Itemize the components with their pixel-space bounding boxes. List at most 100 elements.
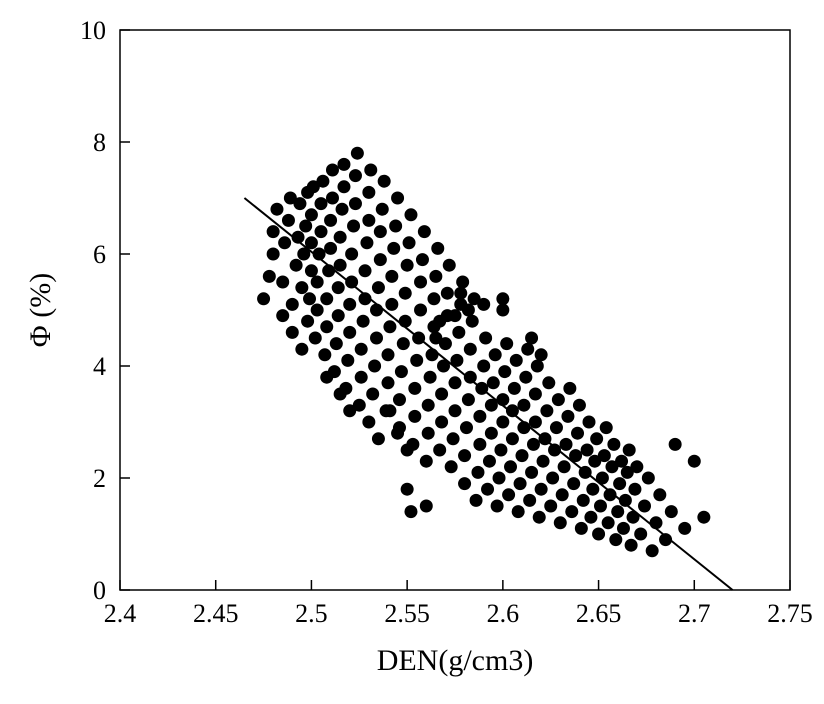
data-point — [355, 343, 368, 356]
data-point — [376, 203, 389, 216]
data-point — [630, 460, 643, 473]
data-point — [477, 360, 490, 373]
data-point — [665, 505, 678, 518]
x-tick-label: 2.55 — [384, 599, 430, 628]
data-point — [544, 500, 557, 513]
data-point — [295, 343, 308, 356]
data-point — [276, 309, 289, 322]
data-point — [489, 348, 502, 361]
data-point — [362, 186, 375, 199]
data-point — [305, 236, 318, 249]
y-tick-label: 6 — [93, 240, 106, 269]
data-point — [669, 438, 682, 451]
data-point — [401, 259, 414, 272]
data-point — [600, 421, 613, 434]
data-point — [437, 360, 450, 373]
data-point — [581, 444, 594, 457]
data-point — [414, 304, 427, 317]
data-point — [378, 175, 391, 188]
data-point — [607, 438, 620, 451]
data-point — [579, 466, 592, 479]
data-point — [332, 309, 345, 322]
data-point — [642, 472, 655, 485]
data-point — [527, 438, 540, 451]
data-point — [366, 388, 379, 401]
data-point — [548, 444, 561, 457]
data-point — [491, 500, 504, 513]
data-point — [473, 438, 486, 451]
data-point — [450, 354, 463, 367]
data-point — [514, 477, 527, 490]
data-point — [583, 416, 596, 429]
data-point — [496, 393, 509, 406]
data-point — [389, 220, 402, 233]
data-point — [393, 393, 406, 406]
data-point — [563, 382, 576, 395]
y-tick-label: 0 — [93, 576, 106, 605]
data-point — [454, 287, 467, 300]
data-point — [525, 466, 538, 479]
data-point — [359, 264, 372, 277]
data-point — [257, 292, 270, 305]
data-point — [537, 455, 550, 468]
data-point — [362, 214, 375, 227]
data-point — [315, 225, 328, 238]
data-point — [410, 354, 423, 367]
data-point — [493, 472, 506, 485]
data-point — [521, 343, 534, 356]
data-point — [638, 500, 651, 513]
data-point — [299, 220, 312, 233]
data-point — [324, 214, 337, 227]
data-point — [433, 315, 446, 328]
data-point — [267, 225, 280, 238]
data-point — [330, 337, 343, 350]
data-point — [320, 292, 333, 305]
data-point — [395, 365, 408, 378]
data-point — [368, 360, 381, 373]
data-point — [343, 404, 356, 417]
data-point — [385, 270, 398, 283]
data-point — [385, 298, 398, 311]
data-point — [399, 287, 412, 300]
data-point — [370, 332, 383, 345]
x-tick-label: 2.5 — [295, 599, 328, 628]
data-point — [464, 371, 477, 384]
y-tick-label: 2 — [93, 464, 106, 493]
data-point — [678, 522, 691, 535]
data-point — [628, 483, 641, 496]
data-point — [435, 388, 448, 401]
data-point — [558, 460, 571, 473]
data-point — [498, 365, 511, 378]
data-point — [462, 393, 475, 406]
data-point — [426, 348, 439, 361]
data-point — [512, 505, 525, 518]
data-point — [590, 432, 603, 445]
x-tick-label: 2.65 — [576, 599, 622, 628]
data-point — [412, 332, 425, 345]
data-point — [443, 259, 456, 272]
data-point — [592, 528, 605, 541]
data-point — [481, 483, 494, 496]
data-point — [322, 264, 335, 277]
data-point — [355, 371, 368, 384]
data-point — [401, 483, 414, 496]
data-point — [360, 236, 373, 249]
data-point — [634, 528, 647, 541]
data-point — [550, 421, 563, 434]
y-axis-label: Φ (%) — [24, 273, 57, 347]
data-point — [556, 488, 569, 501]
data-point — [403, 236, 416, 249]
x-tick-label: 2.75 — [767, 599, 813, 628]
data-point — [611, 505, 624, 518]
data-point — [383, 404, 396, 417]
data-point — [464, 343, 477, 356]
data-point — [303, 292, 316, 305]
data-point — [479, 332, 492, 345]
data-point — [311, 276, 324, 289]
data-point — [286, 298, 299, 311]
data-point — [596, 472, 609, 485]
data-point — [525, 332, 538, 345]
data-point — [523, 494, 536, 507]
data-point — [276, 276, 289, 289]
data-point — [320, 371, 333, 384]
